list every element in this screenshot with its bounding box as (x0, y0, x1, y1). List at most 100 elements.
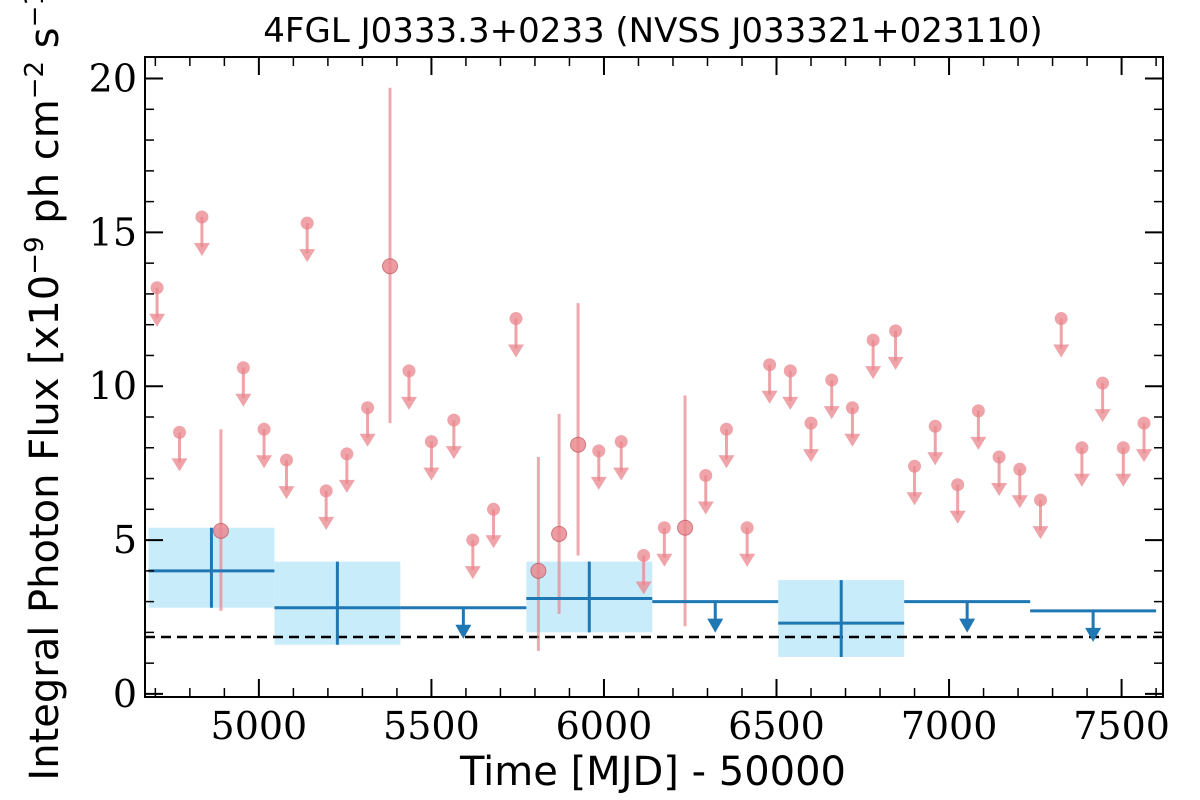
yearly-upper-limit-3 (1030, 609, 1157, 642)
monthly-upper-limit-9 (359, 401, 376, 447)
yearly-upper-limit-1 (652, 600, 779, 633)
monthly-upper-limit-10 (400, 364, 417, 410)
monthly-upper-limit-31 (927, 419, 944, 466)
monthly-detection-0 (212, 429, 229, 611)
monthly-upper-limit-arrow (844, 433, 861, 447)
monthly-upper-limit-6 (299, 216, 316, 263)
y-tick-label: 0 (113, 672, 137, 716)
monthly-upper-limit-arrow (1032, 526, 1049, 540)
monthly-upper-limit-15 (507, 312, 524, 358)
y-tick-label: 5 (113, 518, 137, 562)
monthly-upper-limit-point (340, 447, 354, 461)
monthly-upper-limit-38 (1073, 441, 1090, 487)
monthly-upper-limit-37 (1053, 312, 1070, 358)
monthly-upper-limit-14 (485, 502, 502, 549)
monthly-upper-limit-arrow (991, 483, 1008, 496)
monthly-upper-limit-point (657, 521, 671, 535)
monthly-upper-limit-arrow (299, 249, 316, 263)
y-axis-label: Integral Photon Flux [x10−9 ph cm−2 s−1] (20, 0, 68, 781)
monthly-upper-limit-4 (256, 422, 273, 469)
monthly-upper-limit-19 (656, 521, 673, 567)
monthly-upper-limit-point (402, 364, 416, 378)
monthly-upper-limit-8 (338, 447, 355, 493)
monthly-upper-limit-point (424, 435, 438, 449)
yearly-detection-1 (274, 561, 401, 645)
monthly-detection-2 (530, 457, 547, 651)
x-tick-label: 6000 (556, 704, 653, 748)
monthly-upper-limit-point (699, 468, 713, 482)
y-axis-label-mid: ph cm (22, 99, 68, 236)
y-tick-label: 20 (89, 57, 137, 101)
monthly-upper-limit-point (740, 521, 754, 535)
monthly-upper-limit-arrow (171, 458, 188, 472)
monthly-upper-limit-40 (1115, 441, 1132, 487)
monthly-detection-point (551, 525, 568, 542)
monthly-upper-limit-arrow (1136, 449, 1153, 463)
monthly-upper-limit-28 (865, 333, 882, 380)
yearly-upper-limit-2 (904, 600, 1031, 633)
monthly-upper-limit-arrow (590, 476, 607, 490)
monthly-detection-5 (677, 395, 694, 627)
monthly-upper-limit-21 (718, 422, 735, 469)
monthly-detection-3 (551, 413, 568, 614)
monthly-upper-limit-2 (193, 210, 210, 256)
yearly-upper-limit-arrow (707, 618, 724, 633)
monthly-upper-limit-arrow (256, 455, 273, 469)
monthly-upper-limit-point (592, 444, 606, 458)
monthly-upper-limit-point (719, 422, 733, 436)
monthly-upper-limit-point (466, 533, 480, 547)
monthly-upper-limit-point (1075, 441, 1089, 455)
monthly-upper-limit-point (908, 459, 922, 473)
monthly-upper-limit-29 (887, 324, 904, 370)
monthly-upper-limit-39 (1094, 376, 1111, 423)
monthly-upper-limit-arrow (338, 479, 355, 493)
monthly-upper-limit-point (487, 502, 501, 516)
monthly-detection-point (382, 258, 399, 275)
plot-area (145, 87, 1163, 657)
monthly-upper-limit-35 (1011, 462, 1028, 509)
monthly-upper-limit-point (257, 422, 271, 436)
monthly-upper-limit-arrow (718, 455, 735, 469)
axis-ticks: 5000 5500 6000 6500 7000 7500 0 5 10 15 20 (89, 57, 1170, 748)
monthly-upper-limit-23 (761, 358, 778, 404)
y-tick-label: 10 (89, 364, 137, 408)
monthly-upper-limit-point (1116, 441, 1130, 455)
x-tick-label: 5000 (211, 704, 308, 748)
monthly-upper-limit-41 (1136, 416, 1153, 463)
monthly-upper-limit-arrow (318, 516, 335, 530)
monthly-upper-limit-arrow (823, 406, 840, 420)
monthly-upper-limit-point (637, 548, 651, 562)
monthly-upper-limit-point (1033, 493, 1047, 507)
x-tick-label: 7000 (901, 704, 998, 748)
monthly-upper-limit-1 (171, 425, 188, 472)
monthly-upper-limit-arrow (485, 535, 502, 549)
monthly-upper-limit-point (300, 216, 314, 230)
monthly-upper-limit-arrow (193, 243, 210, 256)
x-tick-label: 7500 (1073, 704, 1170, 748)
monthly-upper-limit-12 (445, 413, 462, 460)
monthly-upper-limit-arrow (906, 492, 923, 506)
yearly-detection-0 (148, 527, 275, 608)
monthly-upper-limit-arrow (739, 553, 756, 567)
monthly-upper-limit-arrow (949, 510, 966, 524)
monthly-upper-limit-arrow (887, 356, 904, 370)
yearly-detection-3 (778, 580, 905, 657)
monthly-upper-limit-point (361, 401, 375, 415)
yearly-upper-limit-arrow (1085, 627, 1102, 642)
monthly-upper-limit-arrow (927, 452, 944, 466)
x-axis-label: Time [MJD] - 50000 (459, 749, 846, 795)
monthly-upper-limit-arrow (278, 486, 295, 500)
monthly-upper-limit-11 (423, 435, 440, 481)
monthly-upper-limit-arrow (400, 396, 417, 410)
monthly-upper-limit-point (1137, 416, 1151, 430)
monthly-upper-limit-point (279, 453, 293, 467)
y-tick-label: 15 (89, 210, 137, 254)
y-axis-label-mid2: s (22, 27, 68, 61)
plot-frame (144, 56, 1164, 698)
monthly-upper-limit-16 (590, 444, 607, 490)
monthly-detection-point (212, 522, 229, 539)
monthly-upper-limit-arrow (865, 366, 882, 380)
yearly-upper-limit-arrow (455, 624, 472, 639)
monthly-upper-limit-arrow (423, 467, 440, 481)
monthly-upper-limit-point (1054, 312, 1068, 326)
